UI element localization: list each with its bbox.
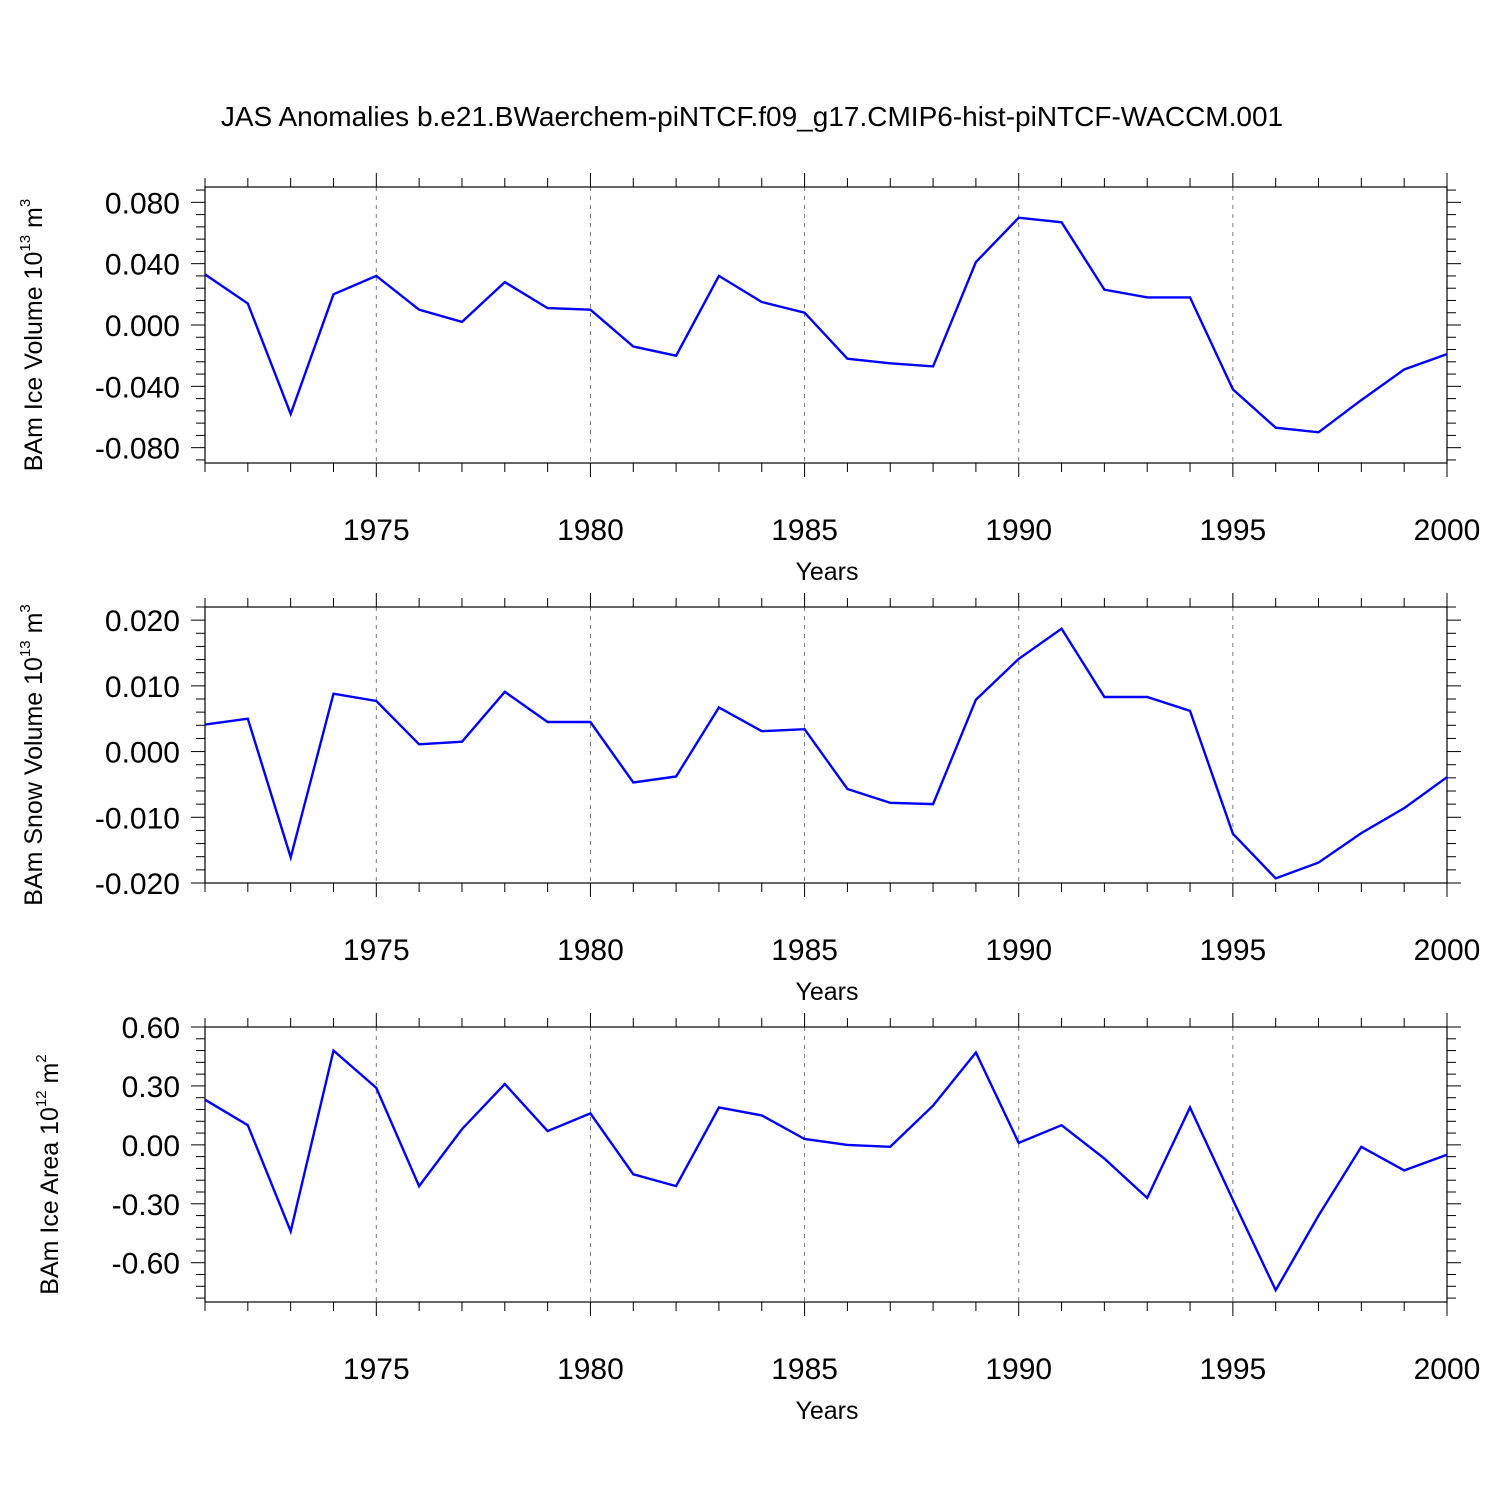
- y-axis-label: BAm Snow Volume 1013 m3: [17, 604, 48, 906]
- plot-frame: [204, 606, 1448, 884]
- x-tick-label-1985: 1985: [771, 1353, 838, 1386]
- x-tick-label-2000: 2000: [1414, 934, 1481, 967]
- y-tick-label: -0.30: [112, 1189, 180, 1222]
- x-tick-label-2000: 2000: [1414, 1353, 1481, 1386]
- y-axis-label: BAm Ice Area 1012 m2: [33, 1054, 64, 1294]
- y-tick-label: -0.040: [95, 371, 180, 404]
- y-tick-label: -0.60: [112, 1248, 180, 1281]
- y-tick-label: -0.020: [95, 868, 180, 901]
- x-tick-label-1990: 1990: [985, 1353, 1052, 1386]
- panel-ice-area: 1975 1980 1985 1990 1995 2000 Years 0.60 0.30 0.0…: [33, 1012, 1480, 1425]
- x-axis-label: Years: [795, 978, 858, 1006]
- x-tick-label-1985: 1985: [771, 514, 838, 547]
- series-line-0: [204, 626, 1448, 880]
- x-tick-label-1995: 1995: [1199, 934, 1266, 967]
- y-tick-label: 0.000: [105, 737, 180, 770]
- x-tick-label-1975: 1975: [343, 1353, 410, 1386]
- plot-frame: [204, 1026, 1448, 1303]
- x-tick-label-1985: 1985: [771, 934, 838, 967]
- x-tick-label-1990: 1990: [985, 514, 1052, 547]
- x-tick-label-1990: 1990: [985, 934, 1052, 967]
- plot-frame: [204, 186, 1448, 464]
- x-axis-label: Years: [795, 558, 858, 586]
- x-axis-label: Years: [795, 1397, 858, 1425]
- y-tick-label: -0.080: [95, 433, 180, 466]
- x-tick-label-1995: 1995: [1199, 514, 1266, 547]
- y-tick-label: 0.080: [105, 187, 180, 220]
- x-tick-label-1975: 1975: [343, 934, 410, 967]
- y-tick-label: 0.60: [122, 1012, 180, 1045]
- y-tick-label: 0.010: [105, 671, 180, 704]
- x-tick-label-2000: 2000: [1414, 514, 1481, 547]
- panel-snow-volume: 1975 1980 1985 1990 1995 2000 Years 0.020 0.010 0…: [17, 593, 1480, 1006]
- y-tick-label: 0.020: [105, 605, 180, 638]
- panel-ice-volume: 1975 1980 1985 1990 1995 2000 Years 0.080 0.040 0…: [17, 173, 1480, 586]
- y-tick-label: 0.040: [105, 249, 180, 282]
- y-tick-label: -0.010: [95, 802, 180, 835]
- y-axis-label: BAm Ice Volume 1013 m3: [17, 199, 48, 471]
- y-tick-label: 0.000: [105, 310, 180, 343]
- y-tick-label: 0.00: [122, 1130, 180, 1163]
- x-tick-label-1980: 1980: [557, 514, 624, 547]
- x-tick-label-1980: 1980: [557, 1353, 624, 1386]
- series-line-0: [204, 216, 1448, 434]
- y-tick-label: 0.30: [122, 1071, 180, 1104]
- x-tick-label-1975: 1975: [343, 514, 410, 547]
- x-tick-label-1980: 1980: [557, 934, 624, 967]
- series-line-0: [204, 1048, 1448, 1293]
- figure-title: JAS Anomalies b.e21.BWaerchem-piNTCF.f09…: [221, 101, 1283, 132]
- x-tick-label-1995: 1995: [1199, 1353, 1266, 1386]
